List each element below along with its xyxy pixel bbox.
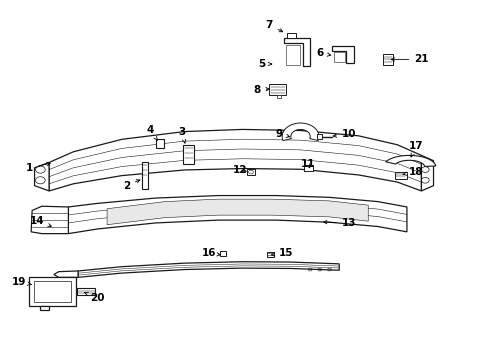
Polygon shape xyxy=(269,84,286,95)
Text: 5: 5 xyxy=(257,59,271,69)
Text: 18: 18 xyxy=(402,167,422,177)
Polygon shape xyxy=(331,46,353,63)
Text: 4: 4 xyxy=(147,126,157,141)
Text: 13: 13 xyxy=(323,218,355,228)
Polygon shape xyxy=(382,54,393,65)
Text: 3: 3 xyxy=(178,127,185,143)
Polygon shape xyxy=(49,130,421,191)
Text: 10: 10 xyxy=(333,129,355,139)
Polygon shape xyxy=(421,155,433,191)
Polygon shape xyxy=(277,95,281,99)
Text: 21: 21 xyxy=(391,54,428,64)
Text: 15: 15 xyxy=(271,248,293,258)
Polygon shape xyxy=(68,196,406,233)
Polygon shape xyxy=(282,123,318,141)
Text: 9: 9 xyxy=(274,129,289,139)
Text: 1: 1 xyxy=(26,162,50,173)
Polygon shape xyxy=(283,38,310,66)
Polygon shape xyxy=(142,162,148,189)
Text: 6: 6 xyxy=(316,48,330,58)
Text: 14: 14 xyxy=(30,216,51,227)
Polygon shape xyxy=(33,281,71,302)
Polygon shape xyxy=(286,45,299,65)
Text: 17: 17 xyxy=(408,141,423,157)
Polygon shape xyxy=(287,33,295,38)
Polygon shape xyxy=(54,271,78,277)
Text: 7: 7 xyxy=(265,20,282,32)
Polygon shape xyxy=(107,199,367,225)
Polygon shape xyxy=(317,134,322,139)
Polygon shape xyxy=(29,277,76,306)
Text: 11: 11 xyxy=(300,159,315,169)
Polygon shape xyxy=(247,169,254,175)
Polygon shape xyxy=(77,288,95,295)
Text: 20: 20 xyxy=(84,292,105,303)
Polygon shape xyxy=(156,139,164,148)
Polygon shape xyxy=(183,145,194,164)
Polygon shape xyxy=(31,206,68,233)
Text: 8: 8 xyxy=(253,85,269,95)
Polygon shape xyxy=(385,155,435,166)
Polygon shape xyxy=(78,262,338,277)
Text: 16: 16 xyxy=(201,248,220,258)
Polygon shape xyxy=(394,172,406,178)
Polygon shape xyxy=(266,252,273,257)
Polygon shape xyxy=(40,306,49,310)
Polygon shape xyxy=(219,251,225,256)
Text: 12: 12 xyxy=(232,165,247,175)
Text: 19: 19 xyxy=(12,277,31,287)
Polygon shape xyxy=(304,165,312,171)
Polygon shape xyxy=(34,162,49,191)
Text: 2: 2 xyxy=(122,180,140,191)
Polygon shape xyxy=(333,52,344,62)
